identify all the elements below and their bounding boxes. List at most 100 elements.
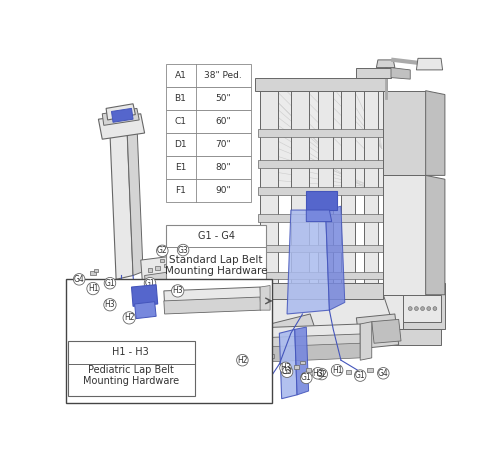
Polygon shape [112,108,133,122]
Bar [68,341,194,396]
Polygon shape [326,206,345,310]
Text: 50": 50" [215,94,230,103]
Text: 38" Ped.: 38" Ped. [204,71,242,80]
Polygon shape [295,327,308,395]
Polygon shape [341,85,355,295]
Bar [330,368,336,372]
Polygon shape [218,327,230,366]
Polygon shape [248,295,441,329]
Bar [367,368,374,372]
Polygon shape [258,245,384,252]
Polygon shape [218,343,360,364]
Text: H1: H1 [88,284,99,293]
Polygon shape [384,176,426,295]
Text: 80": 80" [215,163,230,172]
Text: 90": 90" [215,186,230,195]
Polygon shape [102,108,139,125]
Polygon shape [110,125,133,279]
Circle shape [282,366,293,377]
Text: E1: E1 [175,163,186,172]
Polygon shape [264,314,318,349]
Bar [156,266,160,270]
Text: G1: G1 [104,279,116,288]
Text: C1: C1 [174,117,186,126]
Circle shape [427,307,430,311]
Polygon shape [280,329,297,399]
Polygon shape [280,329,341,353]
Polygon shape [106,104,136,120]
Polygon shape [254,78,387,91]
Circle shape [354,370,366,382]
Text: G3: G3 [178,246,188,255]
Circle shape [87,283,99,295]
Circle shape [316,368,328,380]
Polygon shape [372,319,401,343]
Polygon shape [164,287,261,305]
Bar [166,110,251,133]
Text: H3: H3 [172,286,183,296]
Bar [66,279,272,403]
Polygon shape [391,68,410,79]
Bar [116,280,120,283]
Bar [148,268,152,272]
Bar [90,271,96,275]
Text: H3: H3 [312,369,323,378]
Circle shape [172,285,184,297]
Bar [166,226,266,283]
Bar [300,361,305,364]
Polygon shape [248,329,441,345]
Polygon shape [287,210,330,314]
Polygon shape [384,91,426,176]
Text: 60": 60" [215,117,230,126]
Polygon shape [134,302,156,318]
Circle shape [433,307,437,311]
Text: B1: B1 [174,94,186,103]
Text: F1: F1 [175,186,186,195]
Text: G4: G4 [74,275,85,284]
Circle shape [300,372,312,384]
Text: D1: D1 [174,140,187,149]
Bar [166,64,251,87]
Bar [166,87,251,110]
Circle shape [378,368,389,379]
Bar [160,259,164,262]
Bar [176,255,180,258]
Bar [166,179,251,202]
Circle shape [312,368,324,379]
Bar [94,269,98,272]
Circle shape [123,311,136,324]
Text: H2: H2 [124,313,134,322]
Text: G1: G1 [301,374,312,382]
Text: G1: G1 [355,371,366,380]
Text: G3: G3 [282,367,292,376]
Polygon shape [306,191,337,210]
Circle shape [144,277,156,289]
Bar [255,348,260,352]
Polygon shape [248,295,395,329]
Circle shape [236,354,248,366]
Bar [166,156,251,179]
Polygon shape [356,314,399,349]
Polygon shape [218,324,360,345]
Polygon shape [260,283,384,298]
Text: G2: G2 [316,369,327,379]
Polygon shape [164,297,261,314]
Circle shape [178,244,189,256]
Polygon shape [258,129,384,137]
Bar [168,256,172,259]
Polygon shape [364,84,378,295]
Circle shape [156,245,168,257]
Polygon shape [402,283,445,329]
Polygon shape [258,272,384,279]
Bar [166,133,251,156]
Polygon shape [260,285,270,310]
Circle shape [420,307,424,311]
Polygon shape [258,160,384,168]
Bar [270,354,274,358]
Polygon shape [260,79,278,295]
Polygon shape [426,91,445,176]
Text: Pediatric Lap Belt
Mounting Hardware: Pediatric Lap Belt Mounting Hardware [82,365,179,386]
Polygon shape [306,210,332,221]
Polygon shape [318,87,333,295]
Text: G1: G1 [144,279,156,288]
